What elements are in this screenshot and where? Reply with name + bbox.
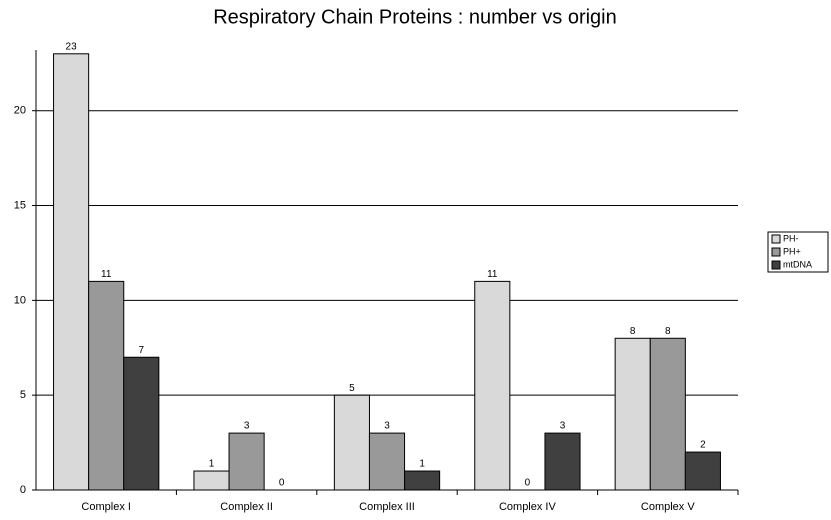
data-label: 5: [349, 383, 355, 394]
bar: [193, 470, 230, 491]
data-label: 1: [209, 459, 215, 470]
bar: [684, 451, 721, 491]
legend-swatch: [771, 247, 781, 257]
data-label: 0: [279, 478, 285, 489]
data-label: 2: [700, 440, 706, 451]
y-tick-label: 5: [20, 389, 26, 401]
bar: [333, 394, 370, 491]
bar: [404, 470, 441, 491]
bar: [649, 337, 686, 491]
data-label: 8: [630, 326, 636, 337]
bar: [228, 432, 265, 491]
x-tick-label: Complex II: [220, 501, 273, 513]
y-tick-label: 10: [14, 294, 26, 306]
legend-label: PH+: [783, 246, 801, 256]
bar: [88, 280, 125, 491]
legend-swatch: [771, 234, 781, 244]
y-tick-label: 0: [20, 484, 26, 496]
bar: [474, 280, 511, 491]
bar: [544, 432, 581, 491]
data-label: 7: [139, 345, 145, 356]
y-tick-label: 15: [14, 199, 26, 211]
x-tick-label: Complex IV: [499, 501, 557, 513]
chart-title: Respiratory Chain Proteins : number vs o…: [213, 6, 617, 28]
data-label: 11: [487, 269, 498, 280]
data-label: 8: [665, 326, 671, 337]
x-tick-label: Complex V: [641, 501, 695, 513]
data-label: 3: [244, 421, 250, 432]
x-tick-label: Complex III: [359, 501, 415, 513]
data-label: 3: [560, 421, 566, 432]
data-label: 3: [384, 421, 390, 432]
x-tick-label: Complex I: [81, 501, 131, 513]
bar: [53, 53, 90, 491]
legend-label: PH-: [783, 233, 799, 243]
bar: [123, 356, 160, 491]
bar: [368, 432, 406, 491]
data-label: 1: [419, 459, 425, 470]
data-label: 11: [101, 269, 112, 280]
legend-label: mtDNA: [783, 259, 812, 269]
legend-swatch: [771, 260, 781, 270]
y-tick-label: 20: [14, 105, 26, 117]
data-label: 23: [66, 41, 78, 52]
data-label: 0: [525, 478, 531, 489]
bar: [614, 337, 651, 491]
